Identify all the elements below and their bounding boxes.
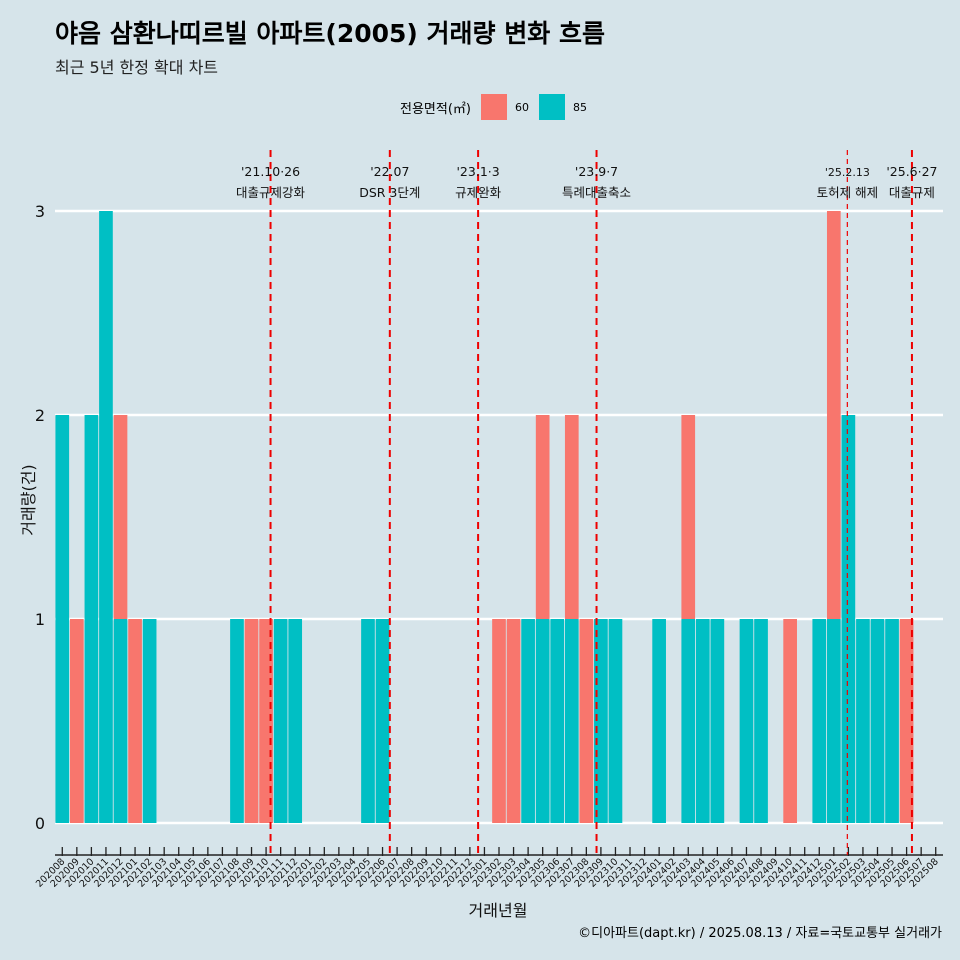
bar-202305-85: [535, 619, 550, 823]
bar-202307-60: [564, 415, 579, 619]
legend-label-60: 60: [514, 100, 529, 114]
legend-swatch-60: [480, 94, 507, 120]
bar-202108-85: [230, 619, 244, 823]
bar-202305-60: [535, 415, 550, 619]
bar-202403-85: [681, 619, 696, 823]
bar-202205-85: [361, 619, 375, 823]
source-caption: ©디아파트(dapt.kr) / 2025.08.13 / 자료=국토교통부 실…: [578, 926, 942, 941]
bar-202412-85: [812, 619, 827, 823]
event-label-2: 규제완화: [455, 185, 502, 200]
bar-202101-60: [128, 619, 142, 823]
event-label-3: 특례대출축소: [562, 185, 631, 200]
bar-202410-60: [783, 619, 797, 823]
event-date-5: '25.6·27: [886, 164, 937, 179]
bar-202112-85: [288, 619, 303, 823]
bar-202504-85: [870, 619, 885, 823]
bar-202110-60: [259, 619, 273, 823]
bar-202407-85: [739, 619, 754, 823]
bar-202501-85: [826, 619, 841, 823]
bar-202008-85: [55, 415, 70, 823]
bar-202306-85: [550, 619, 565, 823]
event-date-4: '25.2.13: [825, 166, 870, 179]
event-date-3: '23.9·7: [575, 164, 618, 179]
legend-swatch-85: [538, 94, 565, 120]
bar-202111-85: [273, 619, 288, 823]
y-tick-label: 3: [35, 202, 45, 221]
y-tick-label: 0: [35, 814, 45, 833]
legend: 전용면적(㎡) 60 85: [400, 93, 597, 121]
bar-202505-85: [885, 619, 899, 823]
bar-202012-60: [113, 415, 128, 619]
bar-202501-60: [826, 211, 841, 619]
y-axis-title: 거래량(건): [19, 464, 38, 535]
bar-202304-85: [521, 619, 535, 823]
bar-202206-85: [375, 619, 390, 823]
bar-202405-85: [710, 619, 725, 823]
legend-item-85: 85: [538, 94, 587, 120]
bar-202009-60: [69, 619, 84, 823]
bar-202503-85: [856, 619, 870, 823]
event-date-1: '22.07: [370, 164, 409, 179]
legend-title: 전용면적(㎡): [400, 101, 471, 117]
event-date-2: '23.1·3: [457, 164, 500, 179]
bar-202403-60: [681, 415, 696, 619]
event-label-1: DSR 3단계: [359, 185, 420, 200]
bar-202310-85: [608, 619, 623, 823]
event-label-0: 대출규제강화: [236, 185, 306, 200]
event-label-5: 대출규제: [889, 185, 935, 200]
bar-202109-60: [244, 619, 259, 823]
bar-202404-85: [695, 619, 710, 823]
bar-202307-85: [564, 619, 579, 823]
event-date-0: '21.10·26: [241, 164, 300, 179]
y-tick-label: 2: [35, 406, 45, 425]
legend-item-60: 60: [480, 94, 529, 120]
legend-label-85: 85: [572, 100, 587, 114]
bar-202102-85: [142, 619, 157, 823]
bar-202303-60: [506, 619, 521, 823]
bar-202502-85: [841, 415, 856, 823]
chart-title: 야음 삼환나띠르빌 아파트(2005) 거래량 변화 흐름: [55, 19, 605, 48]
bar-202408-85: [754, 619, 768, 823]
chart-subtitle: 최근 5년 한정 확대 차트: [55, 58, 219, 77]
bar-202506-60: [899, 619, 914, 823]
bar-202302-60: [492, 619, 506, 823]
y-tick-label: 1: [35, 610, 45, 629]
bar-202012-85: [113, 619, 128, 823]
bar-202011-85: [99, 211, 113, 823]
x-axis-title: 거래년월: [469, 901, 528, 920]
bar-202401-85: [652, 619, 666, 823]
event-label-4: 토허제 해제: [817, 185, 878, 200]
bar-202010-85: [84, 415, 99, 823]
bar-202308-60: [579, 619, 594, 823]
